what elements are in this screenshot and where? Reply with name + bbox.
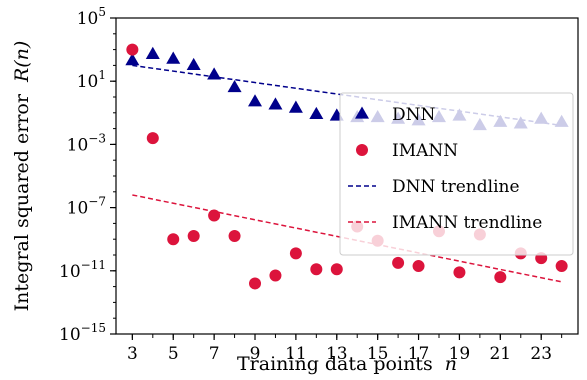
y-tick-base: 10 <box>67 199 89 219</box>
axes: 3 5 7 9 11 13 15 17 19 21 2310510110−310−710−1110−… <box>59 5 579 364</box>
x-tick-label: 7 <box>209 344 220 364</box>
y-tick-exponent: 5 <box>98 5 106 19</box>
imann-point <box>167 233 180 246</box>
dnn-point <box>125 53 140 66</box>
x-tick-label: 23 <box>530 344 552 364</box>
imann-point <box>249 277 262 290</box>
y-tick-exponent: −15 <box>81 321 106 335</box>
legend-label-imann-trendline: IMANN trendline <box>392 213 542 233</box>
x-tick-label: 13 <box>326 344 348 364</box>
imann-point <box>269 269 282 282</box>
y-axis-title-function: R(n) <box>11 41 33 83</box>
legend-marker-dnn <box>355 106 369 119</box>
legend-box <box>339 92 574 256</box>
dnn-point <box>207 67 222 80</box>
x-axis-title-variable: n <box>445 353 457 375</box>
y-tick-label: 105 <box>77 5 106 29</box>
imann-point <box>392 256 405 269</box>
imann-point <box>289 247 302 260</box>
x-axis-title: Training data points n <box>237 353 457 375</box>
x-tick-label: 9 <box>250 344 261 364</box>
imann-point <box>412 260 425 273</box>
imann-point <box>187 230 200 243</box>
x-tick-label: 3 <box>127 344 138 364</box>
y-tick-label: 10−15 <box>59 321 106 345</box>
x-tick-label: 21 <box>489 344 511 364</box>
imann-point <box>126 43 139 56</box>
dnn-point <box>186 57 201 71</box>
imann-point <box>330 263 343 276</box>
x-tick-label: 17 <box>408 344 430 364</box>
y-tick-label: 10−7 <box>67 195 106 219</box>
y-tick-base: 10 <box>59 325 81 345</box>
imann-point <box>555 260 568 273</box>
imann-point <box>208 209 221 222</box>
dnn-point <box>145 46 160 59</box>
dnn-point <box>288 100 303 113</box>
y-tick-label: 10−11 <box>59 258 106 282</box>
imann-point <box>310 263 323 276</box>
x-tick-label: 15 <box>367 344 389 364</box>
y-tick-label: 10−3 <box>67 131 106 155</box>
y-tick-exponent: 1 <box>98 68 106 82</box>
legend-label-imann: IMANN <box>392 141 458 161</box>
dnn-point <box>227 79 242 93</box>
legend-label-dnn: DNN <box>392 105 436 125</box>
x-tick-label: 5 <box>168 344 179 364</box>
dnn-point <box>248 94 263 107</box>
y-tick-base: 10 <box>59 262 81 282</box>
y-tick-exponent: −7 <box>88 195 106 209</box>
y-tick-base: 10 <box>77 72 99 92</box>
y-tick-exponent: −3 <box>88 131 106 145</box>
dnn-point <box>309 106 324 120</box>
dnn-point <box>268 97 283 110</box>
y-tick-label: 101 <box>77 68 106 92</box>
legend: DNN IMANN DNN trendline IMANN trendline <box>339 92 574 256</box>
imann-point <box>228 230 241 243</box>
y-tick-base: 10 <box>77 9 99 29</box>
dnn-point <box>166 51 181 64</box>
imann-point <box>453 266 466 279</box>
imann-point <box>146 132 159 145</box>
y-tick-exponent: −11 <box>81 258 106 272</box>
legend-label-dnn-trendline: DNN trendline <box>392 177 520 197</box>
legend-marker-imann <box>356 144 368 156</box>
x-tick-label: 11 <box>285 344 307 364</box>
imann-point <box>494 271 507 284</box>
y-axis-title: Integral squared error R(n) <box>11 41 33 312</box>
x-axis-title-text: Training data points <box>237 353 433 375</box>
y-tick-base: 10 <box>67 135 89 155</box>
x-tick-label: 19 <box>449 344 471 364</box>
y-axis-title-text: Integral squared error <box>11 93 33 311</box>
